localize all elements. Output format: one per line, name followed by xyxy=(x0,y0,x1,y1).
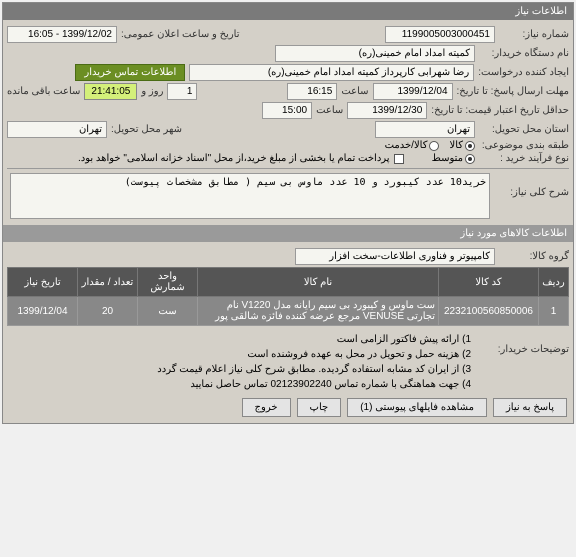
validity-label: حداقل تاریخ اعتبار قیمت: تا تاریخ: xyxy=(431,105,569,116)
panel-header: اطلاعات نیاز xyxy=(3,3,573,20)
attachments-button[interactable]: مشاهده فایلهای پیوستی (1) xyxy=(347,398,487,417)
process-label: نوع فرآیند خرید : xyxy=(479,153,569,164)
province-label: استان محل تحویل: xyxy=(479,124,569,135)
radio-goods-circle xyxy=(465,141,475,151)
td-date: 1399/12/04 xyxy=(8,297,78,326)
radio-service-label: کالا/خدمت xyxy=(385,140,428,151)
radio-mid[interactable]: متوسط xyxy=(432,153,475,164)
info-panel: اطلاعات نیاز شماره نیاز: 119900500300045… xyxy=(2,2,574,424)
buyer-label: نام دستگاه خریدار: xyxy=(479,48,569,59)
note-2: 2) هزینه حمل و تحویل در محل به عهده فروش… xyxy=(157,347,471,362)
validity-date-field: 1399/12/30 xyxy=(347,102,427,119)
announce-label: تاریخ و ساعت اعلان عمومی: xyxy=(121,29,240,40)
radio-goods-label: کالا xyxy=(449,140,463,151)
note-3: 3) از ایران کد مشابه استفاده گردیده. مطا… xyxy=(157,362,471,377)
radio-service[interactable]: کالا/خدمت xyxy=(385,140,440,151)
announce-field: 1399/12/02 - 16:05 xyxy=(7,26,117,43)
th-idx: ردیف xyxy=(539,268,569,297)
radio-goods[interactable]: کالا xyxy=(449,140,475,151)
desc-textarea[interactable] xyxy=(10,173,490,219)
contact-button[interactable]: اطلاعات تماس خریدار xyxy=(75,64,185,81)
treasury-checkbox[interactable] xyxy=(394,154,404,164)
th-name: نام کالا xyxy=(198,268,439,297)
row-process: نوع فرآیند خرید : متوسط پرداخت تمام یا ب… xyxy=(7,153,569,164)
remain-label: ساعت باقی مانده xyxy=(7,86,80,97)
row-location: استان محل تحویل: تهران شهر محل تحویل: ته… xyxy=(7,121,569,138)
action-bar: پاسخ به نیاز مشاهده فایلهای پیوستی (1) چ… xyxy=(7,396,569,419)
close-button[interactable]: خروج xyxy=(242,398,291,417)
days-field: 1 xyxy=(167,83,197,100)
notes-body: 1) ارائه پیش فاکتور الزامی است 2) هزینه … xyxy=(153,330,475,394)
items-header: اطلاعات کالاهای مورد نیاز xyxy=(3,225,573,242)
th-code: کد کالا xyxy=(439,268,539,297)
td-name: ست ماوس و کیبورد بی سیم رایانه مدل V1220… xyxy=(198,297,439,326)
days-label: روز و xyxy=(141,86,163,97)
th-unit: واحد شمارش xyxy=(138,268,198,297)
row-group: گروه کالا: کامپیوتر و فناوری اطلاعات-سخت… xyxy=(7,248,569,265)
city-field: تهران xyxy=(7,121,107,138)
th-qty: تعداد / مقدار xyxy=(78,268,138,297)
validity-time-label: ساعت xyxy=(316,105,343,116)
table-row: 1 2232100560850006 ست ماوس و کیبورد بی س… xyxy=(8,297,569,326)
th-date: تاریخ نیاز xyxy=(8,268,78,297)
budget-label: طبقه بندی موضوعی: xyxy=(479,140,569,151)
radio-mid-label: متوسط xyxy=(432,153,463,164)
table-header-row: ردیف کد کالا نام کالا واحد شمارش تعداد /… xyxy=(8,268,569,297)
deadline-label: مهلت ارسال پاسخ: تا تاریخ: xyxy=(457,86,569,97)
validity-time-field: 15:00 xyxy=(262,102,312,119)
note-4: 4) جهت هماهنگی با شماره تماس 02123902240… xyxy=(157,377,471,392)
td-code: 2232100560850006 xyxy=(439,297,539,326)
td-unit: ست xyxy=(138,297,198,326)
treasury-note: پرداخت تمام یا بخشی از مبلغ خرید،از محل … xyxy=(78,153,390,164)
desc-label: شرح کلی نیاز: xyxy=(494,173,569,198)
deadline-date-field: 1399/12/04 xyxy=(373,83,453,100)
items-body: گروه کالا: کامپیوتر و فناوری اطلاعات-سخت… xyxy=(3,242,573,423)
province-field: تهران xyxy=(375,121,475,138)
budget-radio-group: کالا کالا/خدمت xyxy=(385,140,475,151)
answer-button[interactable]: پاسخ به نیاز xyxy=(493,398,567,417)
deadline-time-label: ساعت xyxy=(341,86,368,97)
print-button[interactable]: چاپ xyxy=(297,398,342,417)
group-field: کامپیوتر و فناوری اطلاعات-سخت افزار xyxy=(295,248,495,265)
row-creator: ایجاد کننده درخواست: رضا شهرابی کارپرداز… xyxy=(7,64,569,81)
form-body: شماره نیاز: 1199005003000451 تاریخ و ساع… xyxy=(3,20,573,225)
radio-service-circle xyxy=(429,141,439,151)
creator-field: رضا شهرابی کارپرداز کمیته امداد امام خمی… xyxy=(189,64,474,81)
need-number-label: شماره نیاز: xyxy=(499,29,569,40)
radio-mid-circle xyxy=(465,154,475,164)
row-deadline: مهلت ارسال پاسخ: تا تاریخ: 1399/12/04 سا… xyxy=(7,83,569,100)
td-idx: 1 xyxy=(539,297,569,326)
items-table: ردیف کد کالا نام کالا واحد شمارش تعداد /… xyxy=(7,267,569,326)
need-number-field: 1199005003000451 xyxy=(385,26,495,43)
city-label: شهر محل تحویل: xyxy=(111,124,182,135)
divider xyxy=(7,168,569,169)
notes-label: توضیحات خریدار: xyxy=(479,330,569,355)
row-desc: شرح کلی نیاز: xyxy=(7,173,569,219)
row-buyer: نام دستگاه خریدار: کمیته امداد امام خمین… xyxy=(7,45,569,62)
row-notes: توضیحات خریدار: 1) ارائه پیش فاکتور الزا… xyxy=(7,330,569,394)
countdown: 21:41:05 xyxy=(84,83,137,100)
row-validity: حداقل تاریخ اعتبار قیمت: تا تاریخ: 1399/… xyxy=(7,102,569,119)
creator-label: ایجاد کننده درخواست: xyxy=(478,67,569,78)
row-budget: طبقه بندی موضوعی: کالا کالا/خدمت xyxy=(7,140,569,151)
group-label: گروه کالا: xyxy=(499,251,569,262)
row-need-number: شماره نیاز: 1199005003000451 تاریخ و ساع… xyxy=(7,26,569,43)
buyer-field: کمیته امداد امام خمینی(ره) xyxy=(275,45,475,62)
td-qty: 20 xyxy=(78,297,138,326)
deadline-time-field: 16:15 xyxy=(287,83,337,100)
note-1: 1) ارائه پیش فاکتور الزامی است xyxy=(157,332,471,347)
